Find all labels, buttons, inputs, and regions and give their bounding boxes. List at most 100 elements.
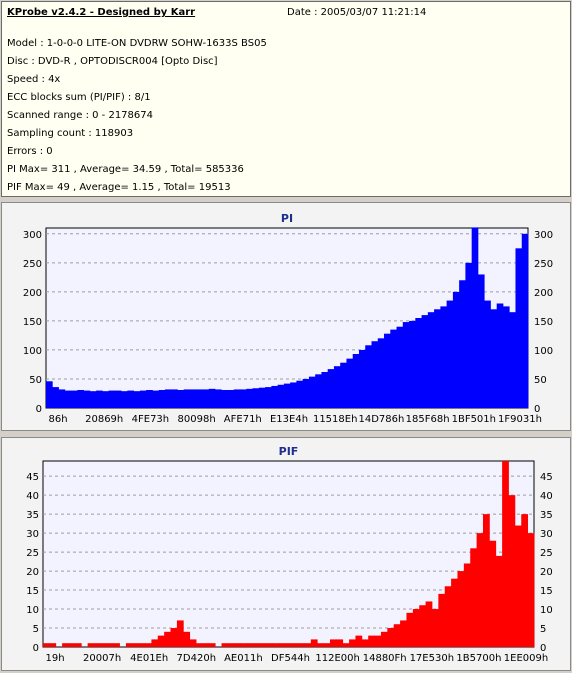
data-bar bbox=[278, 643, 286, 647]
y-tick-label-left: 5 bbox=[33, 624, 39, 635]
data-bar bbox=[102, 391, 109, 408]
data-bar bbox=[400, 620, 407, 647]
data-bar bbox=[463, 563, 471, 647]
chart-title: PI bbox=[281, 212, 293, 225]
data-bar bbox=[355, 635, 363, 647]
data-bar bbox=[476, 533, 484, 647]
y-tick-label-right: 40 bbox=[540, 491, 553, 502]
data-bar bbox=[440, 306, 448, 408]
data-bar bbox=[127, 390, 135, 408]
data-bar bbox=[259, 643, 267, 647]
x-tick-label: E13E4h bbox=[270, 414, 308, 425]
data-bar bbox=[390, 329, 397, 408]
data-bar bbox=[304, 643, 312, 647]
data-bar bbox=[125, 643, 133, 647]
data-bar bbox=[133, 391, 141, 408]
data-bar bbox=[240, 389, 247, 408]
data-bar bbox=[342, 643, 350, 647]
data-bar bbox=[349, 639, 356, 647]
data-bar bbox=[527, 533, 535, 647]
data-bar bbox=[208, 388, 216, 408]
data-bar bbox=[89, 391, 97, 408]
y-tick-label-left: 45 bbox=[26, 472, 39, 483]
sampling-count-info: Sampling count : 118903 bbox=[7, 128, 134, 139]
data-bar bbox=[68, 643, 76, 647]
data-bar bbox=[352, 354, 360, 408]
data-bar bbox=[484, 300, 491, 408]
data-bar bbox=[196, 389, 203, 408]
y-tick-label-right: 35 bbox=[540, 510, 553, 521]
data-bar bbox=[108, 390, 116, 408]
data-bar bbox=[374, 635, 382, 647]
y-tick-label-left: 0 bbox=[33, 643, 39, 654]
data-bar bbox=[87, 643, 95, 647]
data-bar bbox=[271, 385, 279, 408]
data-bar bbox=[233, 389, 241, 408]
data-bar bbox=[152, 390, 160, 408]
data-bar bbox=[83, 390, 91, 408]
data-bar bbox=[477, 274, 485, 408]
y-tick-label-left: 35 bbox=[26, 510, 39, 521]
data-bar bbox=[170, 628, 178, 647]
data-bar bbox=[177, 390, 185, 408]
y-tick-label-right: 150 bbox=[534, 317, 553, 328]
data-bar bbox=[77, 390, 84, 408]
data-bar bbox=[176, 620, 184, 647]
data-bar bbox=[317, 643, 324, 647]
x-tick-label: 17E530h bbox=[410, 653, 454, 664]
x-tick-label: 112E00h bbox=[315, 653, 359, 664]
data-bar bbox=[323, 643, 331, 647]
data-bar bbox=[361, 639, 369, 647]
data-bar bbox=[419, 605, 426, 647]
data-bar bbox=[365, 345, 372, 408]
data-bar bbox=[183, 631, 191, 647]
scanned-range-info: Scanned range : 0 - 2178674 bbox=[7, 110, 153, 121]
data-bar bbox=[308, 376, 316, 408]
errors-info: Errors : 0 bbox=[7, 146, 53, 157]
x-tick-label: 14880Fh bbox=[363, 653, 407, 664]
data-bar bbox=[310, 639, 318, 647]
x-tick-label: 4E01Eh bbox=[130, 653, 168, 664]
data-bar bbox=[514, 525, 522, 647]
data-bar bbox=[396, 326, 404, 408]
data-bar bbox=[502, 306, 510, 408]
y-tick-label-right: 10 bbox=[540, 605, 553, 616]
x-tick-label: 14D786h bbox=[358, 414, 404, 425]
x-tick-label: 20869h bbox=[85, 414, 123, 425]
data-bar bbox=[183, 389, 191, 408]
model-info: Model : 1-0-0-0 LITE-ON DVDRW SOHW-1633S… bbox=[7, 38, 267, 49]
data-bar bbox=[434, 309, 441, 408]
data-bar bbox=[470, 548, 478, 647]
y-tick-label-right: 0 bbox=[534, 404, 540, 415]
data-bar bbox=[489, 540, 497, 647]
y-tick-label-right: 200 bbox=[534, 288, 553, 299]
data-bar bbox=[346, 358, 354, 408]
data-bar bbox=[106, 643, 114, 647]
x-tick-label: 80098h bbox=[178, 414, 216, 425]
data-bar bbox=[377, 338, 385, 408]
data-bar bbox=[138, 643, 146, 647]
y-tick-label-left: 30 bbox=[26, 529, 39, 540]
data-bar bbox=[246, 388, 253, 408]
y-tick-label-left: 250 bbox=[23, 259, 42, 270]
y-tick-label-left: 20 bbox=[26, 567, 39, 578]
data-bar bbox=[74, 643, 82, 647]
data-bar bbox=[412, 609, 420, 647]
data-bar bbox=[336, 639, 344, 647]
y-tick-label-right: 300 bbox=[534, 230, 553, 241]
data-bar bbox=[296, 380, 304, 408]
data-bar bbox=[459, 280, 466, 408]
data-bar bbox=[421, 315, 429, 408]
data-bar bbox=[272, 643, 280, 647]
data-bar bbox=[384, 333, 391, 408]
data-bar bbox=[253, 643, 261, 647]
data-bar bbox=[283, 383, 291, 408]
data-bar bbox=[265, 387, 272, 408]
y-tick-label-left: 300 bbox=[23, 230, 42, 241]
y-tick-label-left: 15 bbox=[26, 586, 39, 597]
data-bar bbox=[496, 303, 504, 408]
y-tick-label-left: 200 bbox=[23, 288, 42, 299]
data-bar bbox=[64, 390, 72, 408]
data-bar bbox=[247, 643, 254, 647]
y-tick-label-right: 15 bbox=[540, 586, 553, 597]
